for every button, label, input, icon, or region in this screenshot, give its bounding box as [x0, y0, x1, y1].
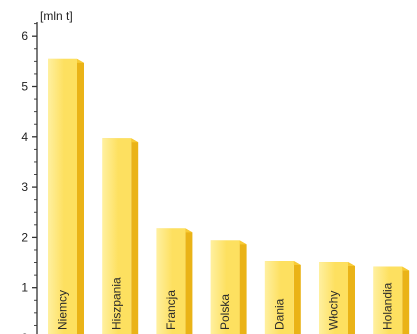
- bar-front: [156, 228, 186, 334]
- bar-włochy: Włochy: [319, 262, 355, 334]
- bar-side: [348, 262, 355, 334]
- bar-polska: Polska: [210, 240, 247, 334]
- bar-front: [319, 262, 348, 334]
- y-tick-label: 4: [21, 130, 28, 144]
- bar-label: Włochy: [327, 291, 341, 330]
- bar-hiszpania: Hiszpania: [102, 138, 139, 334]
- bar-label: Francja: [164, 290, 178, 330]
- bar-side: [239, 240, 247, 334]
- bar-side: [131, 138, 139, 334]
- bar-dania: Dania: [264, 261, 301, 334]
- bar-side: [77, 58, 84, 334]
- bar-front: [210, 240, 240, 334]
- bar-niemcy: Niemcy: [48, 58, 84, 334]
- bar-front: [102, 138, 132, 334]
- bar-holandia: Holandia: [373, 266, 410, 334]
- bar-side: [293, 261, 301, 334]
- bar-francja: Francja: [156, 228, 193, 334]
- y-tick-label: 1: [21, 281, 28, 295]
- y-tick-label: 5: [21, 80, 28, 94]
- y-tick-label: 2: [21, 230, 28, 244]
- bars: Niemcy Hiszpania Francja Polska Dania Włochy H…: [48, 58, 410, 334]
- bar-side: [185, 228, 193, 334]
- bar-label: Holandia: [381, 282, 395, 330]
- y-axis-unit-label: [mln t]: [40, 9, 73, 23]
- y-tick-label: 3: [21, 180, 28, 194]
- bar-label: Hiszpania: [110, 277, 124, 330]
- bar-front: [48, 58, 77, 334]
- bar-label: Dania: [272, 298, 286, 330]
- bar-label: Polska: [218, 294, 232, 330]
- y-tick-label: 6: [21, 29, 28, 43]
- bar-front: [373, 266, 403, 334]
- y-axis: 0 1 2 3 4 5 6: [21, 22, 38, 334]
- bar-label: Niemcy: [56, 290, 70, 330]
- y-tick-label: 0: [21, 331, 28, 334]
- bar-side: [402, 266, 410, 334]
- bar-front: [264, 261, 294, 334]
